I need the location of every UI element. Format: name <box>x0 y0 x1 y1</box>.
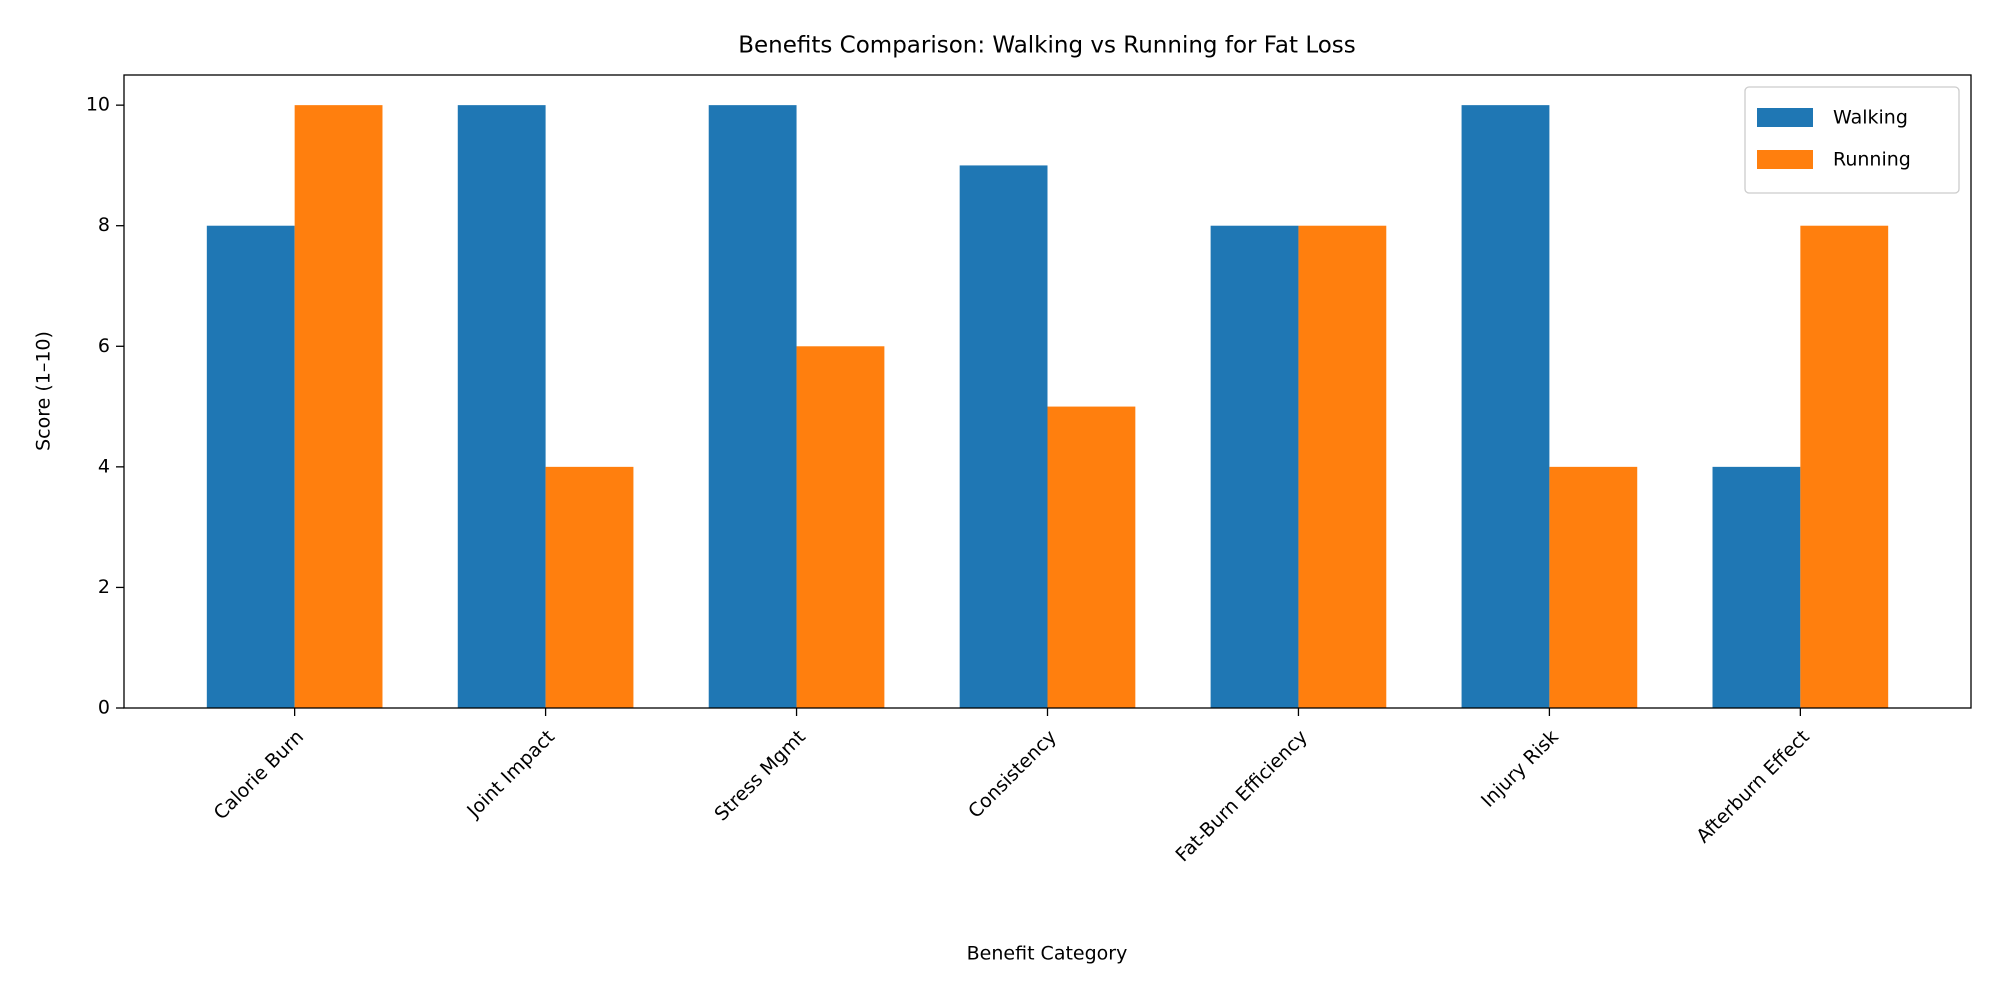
bar <box>545 466 634 708</box>
x-tick-label: Afterburn Effect <box>1692 726 1814 848</box>
bar <box>1047 406 1136 708</box>
x-tick-label: Stress Mgmt <box>710 726 810 826</box>
bar <box>1298 225 1387 708</box>
y-tick-label: 8 <box>98 214 110 236</box>
y-tick-label: 4 <box>98 455 110 477</box>
x-tick-label: Consistency <box>964 726 1061 823</box>
y-tick-label: 10 <box>86 94 110 116</box>
legend-swatch <box>1757 150 1813 169</box>
bar <box>1712 466 1801 708</box>
y-axis-label: Score (1–10) <box>33 331 55 451</box>
bar <box>1210 225 1299 708</box>
bar <box>959 165 1048 708</box>
bar <box>1461 105 1550 708</box>
legend-swatch <box>1757 108 1813 127</box>
x-axis-label: Benefit Category <box>967 943 1128 965</box>
y-tick-label: 2 <box>98 576 110 598</box>
x-tick-label: Injury Risk <box>1477 726 1563 812</box>
chart-title: Benefits Comparison: Walking vs Running … <box>738 33 1356 59</box>
y-tick-label: 6 <box>98 335 110 357</box>
bar <box>1549 466 1638 708</box>
legend-label: Walking <box>1833 107 1908 129</box>
bar <box>708 105 797 708</box>
x-tick-label: Joint Impact <box>462 726 559 823</box>
x-tick-label: Calorie Burn <box>210 726 308 824</box>
bar <box>1800 225 1889 708</box>
bar <box>206 225 295 708</box>
bar <box>457 105 546 708</box>
legend: Walking Running <box>1744 86 1960 194</box>
y-tick-label: 0 <box>98 697 110 719</box>
plot-frame <box>123 74 1972 709</box>
bar <box>796 346 885 708</box>
legend-box <box>1744 86 1960 194</box>
bar <box>294 105 383 708</box>
x-tick-label: Fat-Burn Efficiency <box>1171 726 1311 866</box>
legend-label: Running <box>1833 149 1911 171</box>
